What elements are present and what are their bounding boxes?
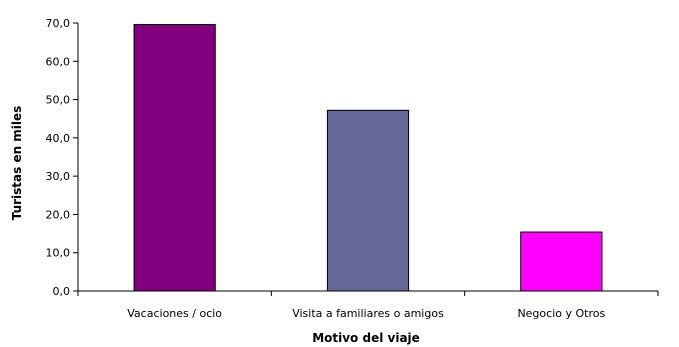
y-tick-label: 50,0 bbox=[46, 94, 71, 107]
y-tick-label: 10,0 bbox=[46, 247, 71, 260]
x-category-label: Visita a familiares o amigos bbox=[292, 307, 444, 320]
y-tick-label: 0,0 bbox=[53, 285, 71, 298]
bar-2 bbox=[326, 109, 410, 292]
bars bbox=[133, 24, 603, 292]
x-category-label: Negocio y Otros bbox=[517, 307, 605, 320]
y-axis: 0,0 10,0 20,0 30,0 40,0 50,0 60,0 70,0 bbox=[46, 17, 79, 298]
y-tick-label: 40,0 bbox=[46, 132, 71, 145]
y-tick-label: 60,0 bbox=[46, 55, 71, 68]
y-tick-label: 30,0 bbox=[46, 170, 71, 183]
bar-1 bbox=[133, 24, 216, 292]
y-axis-title: Turistas en miles bbox=[10, 106, 24, 221]
y-tick-label: 20,0 bbox=[46, 208, 71, 221]
bar-3 bbox=[520, 231, 603, 292]
y-tick-label: 70,0 bbox=[46, 17, 71, 30]
x-axis: Vacaciones / ocio Visita a familiares o a… bbox=[77, 290, 659, 320]
x-category-label: Vacaciones / ocio bbox=[127, 307, 222, 320]
x-axis-title: Motivo del viaje bbox=[312, 331, 420, 345]
